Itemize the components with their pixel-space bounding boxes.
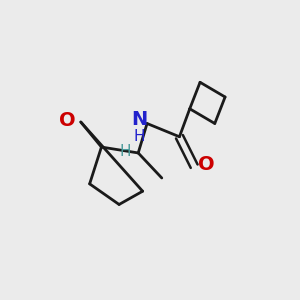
Text: H: H	[119, 144, 131, 159]
Text: H: H	[134, 129, 146, 144]
Text: N: N	[132, 110, 148, 129]
Text: O: O	[198, 155, 214, 174]
Text: O: O	[59, 111, 76, 130]
